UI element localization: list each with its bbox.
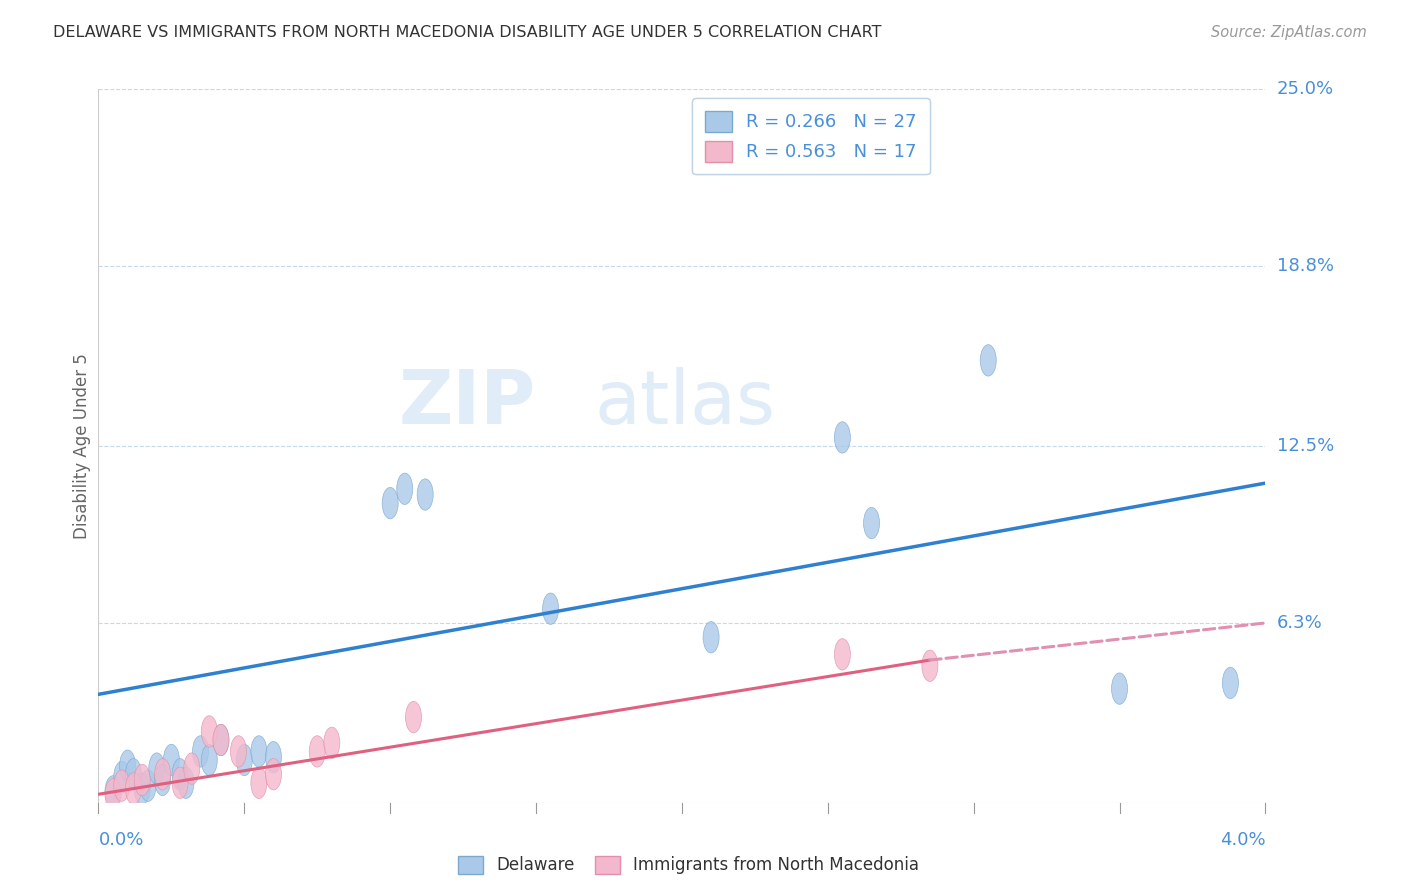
Ellipse shape	[834, 639, 851, 670]
Ellipse shape	[172, 758, 188, 790]
Ellipse shape	[120, 750, 135, 781]
Ellipse shape	[114, 762, 129, 793]
Text: 0.0%: 0.0%	[98, 830, 143, 848]
Ellipse shape	[179, 767, 194, 798]
Ellipse shape	[201, 744, 218, 776]
Text: 12.5%: 12.5%	[1277, 437, 1334, 455]
Ellipse shape	[382, 487, 398, 519]
Ellipse shape	[863, 508, 880, 539]
Ellipse shape	[543, 593, 558, 624]
Text: ZIP: ZIP	[399, 367, 536, 440]
Legend: R = 0.266   N = 27, R = 0.563   N = 17: R = 0.266 N = 27, R = 0.563 N = 17	[692, 98, 929, 174]
Ellipse shape	[309, 736, 325, 767]
Legend: Delaware, Immigrants from North Macedonia: Delaware, Immigrants from North Macedoni…	[451, 849, 927, 881]
Ellipse shape	[1222, 667, 1239, 698]
Ellipse shape	[212, 724, 229, 756]
Ellipse shape	[922, 650, 938, 681]
Ellipse shape	[236, 744, 252, 776]
Ellipse shape	[134, 772, 150, 805]
Ellipse shape	[141, 770, 156, 801]
Ellipse shape	[105, 776, 121, 807]
Ellipse shape	[703, 622, 718, 653]
Ellipse shape	[250, 736, 267, 767]
Y-axis label: Disability Age Under 5: Disability Age Under 5	[73, 353, 91, 539]
Ellipse shape	[212, 724, 229, 756]
Ellipse shape	[266, 741, 281, 772]
Text: Source: ZipAtlas.com: Source: ZipAtlas.com	[1211, 25, 1367, 40]
Text: atlas: atlas	[595, 367, 775, 440]
Ellipse shape	[149, 753, 165, 784]
Ellipse shape	[125, 758, 142, 790]
Ellipse shape	[396, 473, 413, 505]
Ellipse shape	[266, 758, 281, 790]
Ellipse shape	[184, 753, 200, 784]
Ellipse shape	[980, 344, 997, 376]
Ellipse shape	[172, 767, 188, 798]
Ellipse shape	[114, 770, 129, 801]
Text: 4.0%: 4.0%	[1220, 830, 1265, 848]
Ellipse shape	[1112, 673, 1128, 705]
Ellipse shape	[105, 779, 121, 810]
Ellipse shape	[418, 479, 433, 510]
Ellipse shape	[155, 758, 170, 790]
Ellipse shape	[125, 772, 142, 805]
Ellipse shape	[193, 736, 208, 767]
Ellipse shape	[134, 764, 150, 796]
Text: 18.8%: 18.8%	[1277, 257, 1333, 275]
Ellipse shape	[405, 701, 422, 733]
Ellipse shape	[155, 764, 170, 796]
Text: DELAWARE VS IMMIGRANTS FROM NORTH MACEDONIA DISABILITY AGE UNDER 5 CORRELATION C: DELAWARE VS IMMIGRANTS FROM NORTH MACEDO…	[53, 25, 882, 40]
Ellipse shape	[834, 422, 851, 453]
Text: 6.3%: 6.3%	[1277, 614, 1322, 632]
Ellipse shape	[231, 736, 246, 767]
Text: 25.0%: 25.0%	[1277, 80, 1334, 98]
Ellipse shape	[163, 744, 180, 776]
Ellipse shape	[201, 715, 218, 747]
Ellipse shape	[250, 767, 267, 798]
Ellipse shape	[323, 727, 340, 758]
